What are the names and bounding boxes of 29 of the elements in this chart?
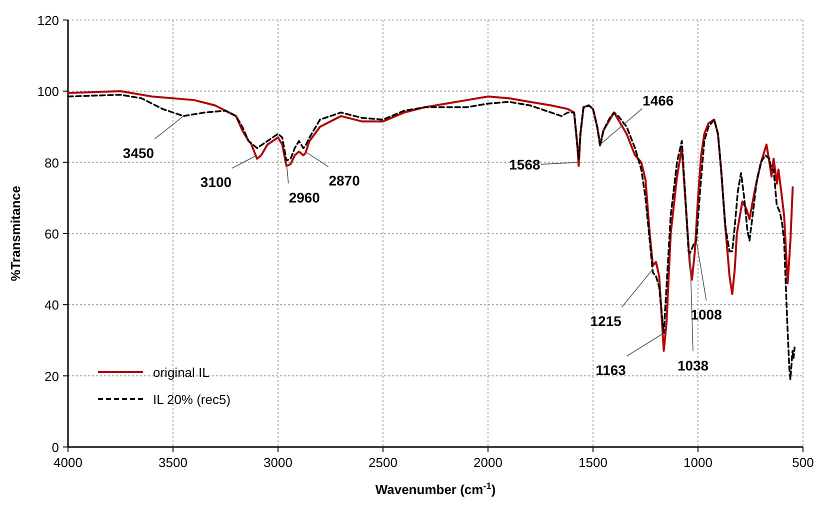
y-tick-label: 40 <box>44 298 59 313</box>
y-tick-label: 120 <box>37 13 59 28</box>
annotation: 1163 <box>596 362 626 378</box>
y-tick-label: 80 <box>44 155 59 170</box>
x-tick-label: 1000 <box>684 455 712 470</box>
y-tick-label: 0 <box>52 440 59 455</box>
annotation: 1008 <box>690 306 722 323</box>
y-tick-label: 100 <box>37 84 59 100</box>
y-tick-label: 20 <box>44 368 59 384</box>
x-tick-label: 2500 <box>368 455 398 470</box>
annotation: 3450 <box>122 145 154 162</box>
x-tick-label: 2000 <box>474 455 502 470</box>
annotation: 1466 <box>642 92 674 109</box>
annotation: 1215 <box>590 313 622 330</box>
annotation: 3100 <box>200 174 232 190</box>
x-tick-label: 1500 <box>578 455 608 470</box>
legend-label: original IL <box>153 365 210 380</box>
y-tick-label: 60 <box>44 226 59 242</box>
annotation: 2960 <box>288 189 320 206</box>
x-tick-label: 3000 <box>264 455 292 470</box>
x-axis-title: Wavenumber (cm$^{-1}$) <box>375 481 496 497</box>
y-axis-title: %Transmitance <box>8 186 23 282</box>
annotation: 2870 <box>328 172 360 189</box>
annotation: 1038 <box>677 357 709 374</box>
legend-label: IL 20% (rec5) <box>153 392 231 407</box>
x-tick-label: 500 <box>792 455 814 470</box>
x-tick-label: 3500 <box>158 455 188 470</box>
annotation: 1568 <box>509 156 540 172</box>
x-tick-label: 4000 <box>54 455 82 470</box>
